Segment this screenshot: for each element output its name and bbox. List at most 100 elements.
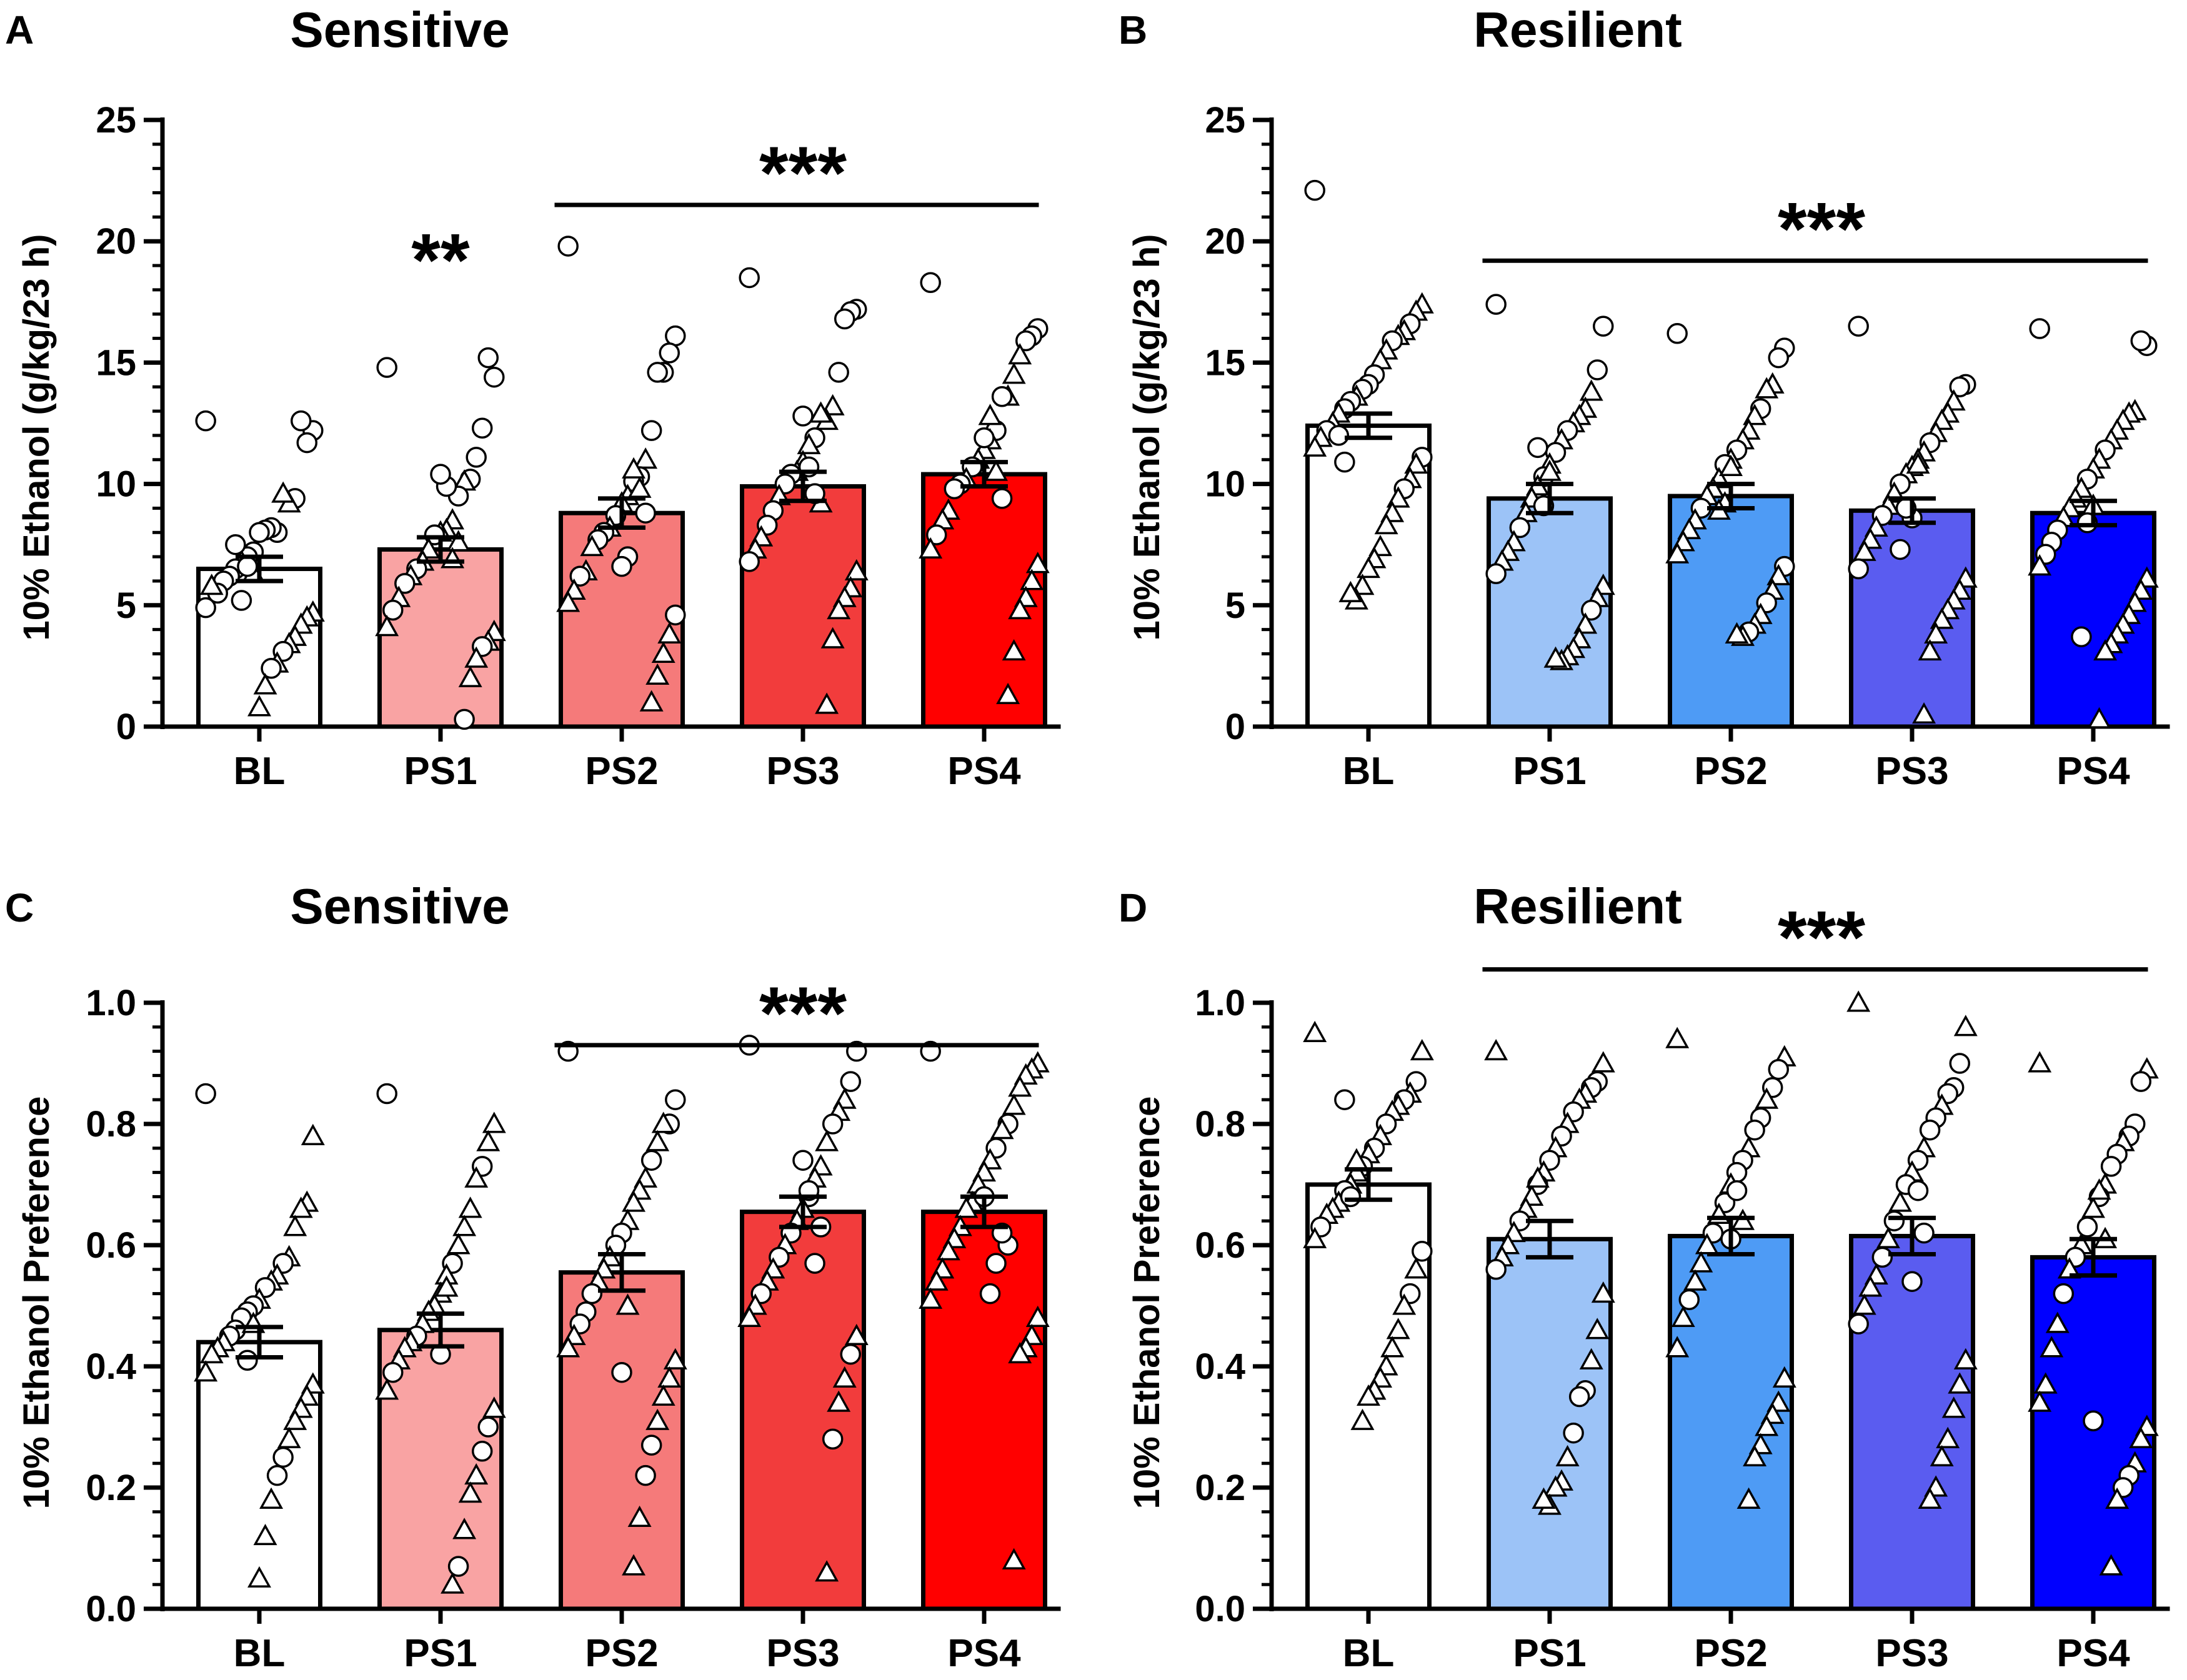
panel-b-data-point (1357, 556, 1380, 579)
panel-d: D Resilient 10% Ethanol Preference 0.0 0.… (1118, 878, 2170, 1675)
panel-b-data-point (1666, 323, 1688, 344)
panel-a-x-tick-label-bl: BL (234, 750, 286, 793)
panel-b-data-point (1303, 435, 1327, 457)
panel-d-data-point (1683, 1269, 1707, 1291)
panel-d-data-point (1772, 1366, 1796, 1388)
panel-d-data-point (1907, 1180, 1929, 1201)
panel-d-letter: D (1118, 885, 1147, 930)
panel-c-data-point (194, 1360, 218, 1382)
panel-a-y-tick-label: 20 (96, 221, 136, 262)
panel-c-data-point (990, 1118, 1014, 1140)
panel-c-data-point (635, 1464, 656, 1486)
panel-a-data-point (261, 658, 282, 679)
panel-a-data-point (828, 362, 849, 383)
panel-c-data-point (581, 1283, 603, 1305)
panel-a-data-point (639, 690, 664, 712)
panel-c-data-point (556, 1336, 580, 1358)
panel-b-y-tick-label: 15 (1205, 342, 1245, 383)
panel-c-data-point (1008, 1075, 1032, 1097)
panel-a-data-point (1008, 343, 1032, 365)
panel-c-data-point (464, 1463, 489, 1485)
panel-b-data-point (1906, 452, 1930, 474)
panel-a-data-point (996, 682, 1020, 705)
panel-a-data-point (247, 695, 271, 717)
panel-d-data-point (1913, 1222, 1935, 1244)
panel-d-bar-ps3 (1849, 1233, 1975, 1611)
panel-b-y-tick-label: 25 (1205, 100, 1245, 141)
panel-c-data-point (832, 1366, 857, 1388)
panel-c-data-point (277, 1426, 301, 1448)
panel-a-y-tick-label: 10 (96, 464, 136, 505)
panel-c-data-point (827, 1390, 851, 1412)
panel-b-data-point (1485, 294, 1507, 315)
panel-a-data-point (376, 357, 397, 378)
panel-c-data-point (289, 1196, 313, 1218)
panel-d-data-point (2053, 1283, 2075, 1305)
panel-a-data-point (195, 597, 216, 619)
panel-c-data-point (792, 1150, 814, 1171)
panel-c-data-point (482, 1111, 506, 1133)
panel-c-data-point (979, 1283, 1001, 1305)
panel-c-data-point (195, 1083, 216, 1105)
panel-a-data-point (466, 447, 487, 468)
panel-d-data-point (1888, 1190, 1912, 1212)
panel-d-data-point (1484, 1038, 1508, 1061)
panel-c-data-point (924, 1269, 949, 1291)
panel-a-significance-label: ** (411, 218, 470, 302)
panel-d-bar-ps4 (2030, 1255, 2156, 1611)
panel-c-data-point (447, 1556, 469, 1577)
panel-d-data-point (1726, 1180, 1748, 1201)
panel-c-data-point (452, 1215, 477, 1236)
panel-c-data-point (1025, 1305, 1050, 1327)
panel-a-y-axis-label: 10% Ethanol (g/kg/23 h) (16, 234, 57, 641)
panel-c-data-point (253, 1523, 277, 1546)
panel-a-x-tick-label-ps1: PS1 (404, 750, 477, 793)
panel-a-data-point (1002, 639, 1026, 661)
panel-d-data-point (1585, 1318, 1610, 1340)
panel-d-data-point (1930, 1444, 1954, 1467)
panel-a-y-tick-label: 5 (116, 585, 136, 626)
panel-d-data-point (1579, 1348, 1603, 1369)
panel-d-data-point (1852, 1293, 1876, 1315)
panel-a-data-point (984, 459, 1009, 481)
panel-a-data-point (237, 555, 258, 577)
panel-c-data-point (657, 1366, 682, 1388)
panel-d-data-point (2040, 1336, 2064, 1358)
panel-d-data-point (1671, 1305, 1695, 1327)
panel-d-y-axis-label: 10% Ethanol Preference (1127, 1096, 1167, 1509)
panel-a-data-point (792, 405, 814, 427)
panel-d-x-tick-label-ps4: PS4 (2056, 1632, 2130, 1675)
panel-d-data-point (1901, 1271, 1923, 1292)
panel-c-y-tick-label: 0.8 (86, 1104, 136, 1145)
panel-b-data-point (1890, 539, 1911, 560)
panel-b-data-point (1374, 513, 1398, 535)
panel-c-data-point (840, 1343, 862, 1365)
panel-a-data-point (739, 267, 760, 289)
panel-c-data-point (1008, 1341, 1032, 1364)
panel-a-data-point (471, 417, 493, 439)
panel-b-data-point (1719, 454, 1743, 476)
panel-a-data-point (382, 599, 404, 621)
panel-b-data-point (1725, 622, 1749, 644)
panel-d-data-point (1848, 1313, 1869, 1335)
panel-b-title: Resilient (1473, 2, 1681, 57)
panel-c-data-point (382, 1361, 404, 1383)
panel-a-data-point (665, 604, 686, 626)
panel-c-x-tick-label-ps4: PS4 (947, 1632, 1021, 1675)
panel-a-data-point (978, 404, 1002, 425)
panel-a-data-point (739, 551, 760, 572)
panel-d-data-point (1303, 1020, 1327, 1043)
panel-d-data-point (1334, 1089, 1355, 1110)
panel-a-data-point (249, 522, 270, 544)
panel-d-data-point (2129, 1426, 2153, 1448)
panel-a-data-point (477, 347, 499, 369)
panel-d-data-point (2033, 1372, 2058, 1394)
panel-b-data-point (1485, 563, 1507, 585)
panel-b-data-point (1848, 316, 1869, 337)
panel-c-data-point (919, 1287, 943, 1309)
panel-c-data-point (645, 1130, 670, 1151)
panel-a-data-point (974, 427, 995, 449)
panel-c-data-point (640, 1434, 662, 1456)
panel-a-data-point (645, 663, 670, 685)
panel-b-data-point (1930, 607, 1954, 629)
